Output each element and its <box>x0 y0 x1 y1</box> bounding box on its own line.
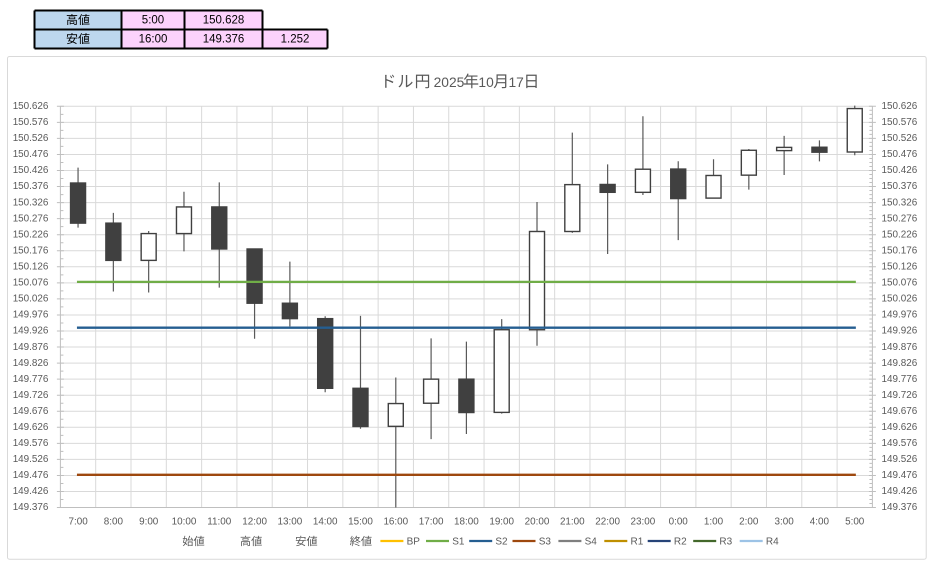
svg-text:150.376: 150.376 <box>13 181 49 192</box>
svg-text:149.476: 149.476 <box>882 470 918 481</box>
svg-text:149.376: 149.376 <box>203 34 245 46</box>
svg-text:13:00: 13:00 <box>278 516 303 527</box>
svg-text:149.826: 149.826 <box>882 358 918 369</box>
svg-text:150.076: 150.076 <box>13 278 49 289</box>
svg-text:149.676: 149.676 <box>13 406 49 417</box>
svg-text:150.526: 150.526 <box>13 133 49 144</box>
svg-text:10: 10 <box>478 75 494 90</box>
svg-text:149.726: 149.726 <box>882 390 918 401</box>
svg-text:150.076: 150.076 <box>882 278 918 289</box>
svg-text:11:00: 11:00 <box>207 516 231 527</box>
svg-text:149.376: 149.376 <box>13 502 49 513</box>
svg-text:150.276: 150.276 <box>882 213 918 224</box>
svg-text:8:00: 8:00 <box>104 516 124 527</box>
svg-text:23:00: 23:00 <box>631 516 656 527</box>
svg-text:149.776: 149.776 <box>13 374 49 385</box>
svg-text:16:00: 16:00 <box>383 516 408 527</box>
svg-text:2025: 2025 <box>434 75 465 90</box>
svg-text:150.576: 150.576 <box>13 117 49 128</box>
svg-text:R3: R3 <box>719 537 732 548</box>
svg-text:150.226: 150.226 <box>882 229 918 240</box>
svg-text:19:00: 19:00 <box>489 516 514 527</box>
svg-text:150.026: 150.026 <box>13 294 49 305</box>
svg-text:21:00: 21:00 <box>560 516 585 527</box>
svg-text:0:00: 0:00 <box>669 516 689 527</box>
svg-text:149.426: 149.426 <box>882 486 918 497</box>
svg-text:22:00: 22:00 <box>595 516 620 527</box>
svg-text:4:00: 4:00 <box>810 516 830 527</box>
svg-text:150.476: 150.476 <box>13 149 49 160</box>
svg-text:5:00: 5:00 <box>845 516 865 527</box>
svg-text:S3: S3 <box>539 537 552 548</box>
svg-text:12:00: 12:00 <box>242 516 267 527</box>
svg-text:18:00: 18:00 <box>454 516 479 527</box>
svg-text:R2: R2 <box>674 537 687 548</box>
svg-text:150.626: 150.626 <box>882 101 918 112</box>
svg-text:150.626: 150.626 <box>13 101 49 112</box>
svg-text:150.176: 150.176 <box>13 245 49 256</box>
svg-text:150.126: 150.126 <box>13 262 49 273</box>
svg-text:149.476: 149.476 <box>13 470 49 481</box>
svg-text:149.876: 149.876 <box>13 342 49 353</box>
svg-text:149.626: 149.626 <box>882 422 918 433</box>
svg-text:150.476: 150.476 <box>882 149 918 160</box>
svg-text:149.826: 149.826 <box>13 358 49 369</box>
svg-text:149.526: 149.526 <box>882 454 918 465</box>
svg-text:R4: R4 <box>766 537 779 548</box>
svg-text:149.776: 149.776 <box>882 374 918 385</box>
svg-text:149.976: 149.976 <box>13 310 49 321</box>
svg-text:1:00: 1:00 <box>704 516 724 527</box>
svg-text:15:00: 15:00 <box>348 516 373 527</box>
svg-text:14:00: 14:00 <box>313 516 338 527</box>
svg-text:149.376: 149.376 <box>882 502 918 513</box>
svg-text:149.526: 149.526 <box>13 454 49 465</box>
svg-text:BP: BP <box>407 537 421 548</box>
svg-text:149.426: 149.426 <box>13 486 49 497</box>
svg-text:S2: S2 <box>495 537 508 548</box>
svg-text:2:00: 2:00 <box>739 516 759 527</box>
svg-text:150.526: 150.526 <box>882 133 918 144</box>
svg-text:150.176: 150.176 <box>882 245 918 256</box>
svg-text:150.326: 150.326 <box>882 197 918 208</box>
svg-text:150.426: 150.426 <box>882 165 918 176</box>
svg-text:149.726: 149.726 <box>13 390 49 401</box>
svg-text:16:00: 16:00 <box>139 34 168 46</box>
svg-text:149.576: 149.576 <box>13 438 49 449</box>
svg-text:150.026: 150.026 <box>882 294 918 305</box>
svg-text:150.576: 150.576 <box>882 117 918 128</box>
svg-text:150.126: 150.126 <box>882 262 918 273</box>
svg-text:20:00: 20:00 <box>525 516 550 527</box>
svg-text:7:00: 7:00 <box>68 516 88 527</box>
svg-text:149.876: 149.876 <box>882 342 918 353</box>
svg-text:10:00: 10:00 <box>172 516 197 527</box>
svg-text:149.926: 149.926 <box>882 326 918 337</box>
svg-text:149.626: 149.626 <box>13 422 49 433</box>
svg-text:17:00: 17:00 <box>419 516 444 527</box>
svg-text:149.676: 149.676 <box>882 406 918 417</box>
svg-text:S1: S1 <box>452 537 465 548</box>
svg-text:R1: R1 <box>631 537 644 548</box>
svg-text:150.628: 150.628 <box>203 15 245 27</box>
svg-text:S4: S4 <box>585 537 598 548</box>
svg-text:17: 17 <box>509 75 524 90</box>
svg-text:150.276: 150.276 <box>13 213 49 224</box>
svg-text:1.252: 1.252 <box>281 34 310 46</box>
svg-text:5:00: 5:00 <box>142 15 164 27</box>
svg-text:150.376: 150.376 <box>882 181 918 192</box>
svg-text:149.976: 149.976 <box>882 310 918 321</box>
svg-text:3:00: 3:00 <box>774 516 794 527</box>
svg-text:150.426: 150.426 <box>13 165 49 176</box>
svg-text:150.226: 150.226 <box>13 229 49 240</box>
svg-text:150.326: 150.326 <box>13 197 49 208</box>
svg-text:149.576: 149.576 <box>882 438 918 449</box>
svg-text:149.926: 149.926 <box>13 326 49 337</box>
svg-text:9:00: 9:00 <box>139 516 159 527</box>
